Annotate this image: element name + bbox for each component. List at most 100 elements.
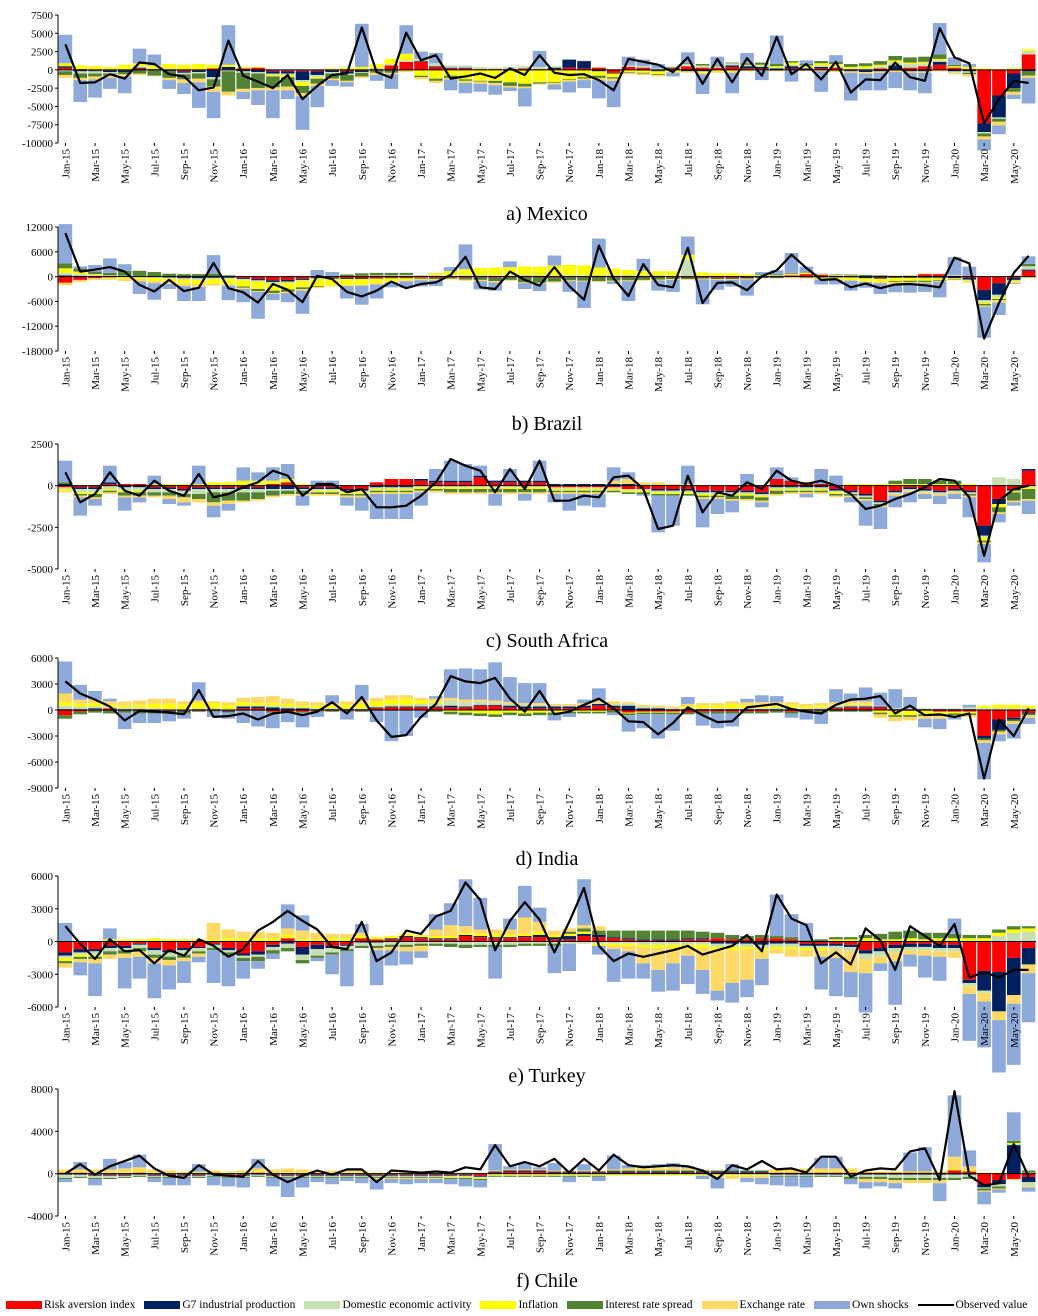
y-tick-label: -10000 [22,138,54,150]
bar-segment-fx [799,703,814,707]
bar-segment-spread [680,930,695,939]
bar-segment-own [73,266,88,269]
bar-segment-infl [903,277,917,281]
bar-segment-risk [680,66,695,70]
bar-segment-infl [295,280,310,288]
x-tick-label: Sep-18 [712,357,724,389]
bar-segment-infl [695,1174,710,1176]
bar-segment-dom [814,945,828,949]
x-tick-label: Nov-15 [209,1013,221,1047]
x-tick-label: Sep-19 [890,1222,902,1254]
bar-segment-fx [191,1171,206,1173]
bar-segment-fx [399,695,414,699]
bar-segment-dom [740,943,754,947]
bar-segment-own [636,963,651,979]
bar-segment-dom [918,1174,932,1178]
bar-segment-infl [369,64,384,68]
bar-segment-spread [784,937,799,940]
bar-segment-g7 [962,979,977,983]
bar-segment-infl [636,70,651,73]
bar-segment-g7 [280,1174,295,1176]
bar-segment-infl [577,1174,591,1176]
bar-segment-spread [710,711,725,714]
bar-segment-dom [918,63,932,67]
bar-segment-infl [191,279,206,285]
bar-segment-fx [636,279,651,281]
bar-segment-own [532,907,547,922]
bar-segment-spread [488,277,502,282]
bar-segment-fx [162,77,176,81]
bar-segment-infl [429,487,443,489]
bar-segment-dom [992,477,1006,486]
x-tick-label: May-19 [831,1013,843,1048]
bar-segment-risk [458,276,473,278]
bar-segment-spread [606,710,621,713]
bar-segment-dom [606,275,621,276]
bar-segment-g7 [814,1173,828,1175]
x-tick-label: Nov-16 [386,1013,398,1047]
bar-segment-risk [443,707,458,710]
bar-segment-risk [532,1171,547,1174]
bar-segment-fx [932,951,947,957]
x-tick-label: May-16 [298,794,310,829]
x-tick-label: May-15 [120,1013,132,1048]
bar-segment-own [903,954,917,967]
bar-segment-own [443,1178,458,1185]
bar-segment-dom [562,1173,577,1175]
bar-segment-risk [354,938,369,942]
bar-segment-risk [577,707,591,710]
bar-segment-fx [592,926,606,931]
bar-segment-g7 [888,65,903,70]
bar-segment-own [147,713,162,723]
bar-segment-own [932,23,947,55]
bar-segment-g7 [58,952,73,956]
bar-segment-infl [132,490,147,493]
bar-segment-dom [918,490,932,493]
bar-segment-spread [947,1177,962,1181]
bar-segment-spread [1006,1140,1021,1143]
bar-segment-g7 [191,946,206,949]
bar-segment-dom [458,941,473,945]
bar-segment-dom [577,487,591,489]
bar-segment-fx [962,74,977,77]
bar-segment-infl [843,703,858,705]
bar-segment-g7 [843,1173,858,1175]
bar-segment-g7 [147,487,162,489]
bar-segment-infl [606,73,621,78]
bar-segment-infl [354,936,369,939]
bar-segment-dom [429,941,443,944]
bar-segment-spread [429,943,443,946]
bar-segment-spread [399,1176,414,1178]
bar-segment-spread [473,277,488,280]
bar-segment-fx [132,278,147,282]
bar-segment-fx [206,1170,221,1172]
bar-segment-fx [429,80,443,84]
bar-segment-dom [384,1175,399,1177]
bar-segment-fx [725,950,740,983]
bar-segment-g7 [429,1174,443,1176]
bar-segment-own [562,81,577,93]
bar-segment-fx [1021,75,1036,78]
bar-segment-spread [325,492,339,494]
bar-segment-infl [784,1171,799,1173]
bar-segment-own [873,507,888,529]
bar-segment-fx [873,714,888,718]
bar-segment-risk [621,485,636,489]
bar-segment-spread [1021,926,1036,929]
bar-segment-fx [73,958,88,963]
bar-segment-fx [992,1011,1006,1021]
bar-segment-dom [888,948,903,953]
bar-segment-g7 [399,1174,414,1176]
bar-segment-risk [132,68,147,70]
bar-segment-risk [1021,54,1036,70]
bar-segment-dom [73,1174,88,1177]
x-tick-label: Mar-16 [268,575,280,608]
bar-segment-spread [251,289,265,292]
bar-segment-dom [443,485,458,488]
bar-segment-g7 [399,277,414,279]
bar-segment-dom [562,275,577,277]
bar-segment-dom [1006,279,1021,282]
bar-segment-risk [680,939,695,942]
x-tick-label: Jul-19 [861,575,873,603]
bar-segment-dom [266,946,280,951]
